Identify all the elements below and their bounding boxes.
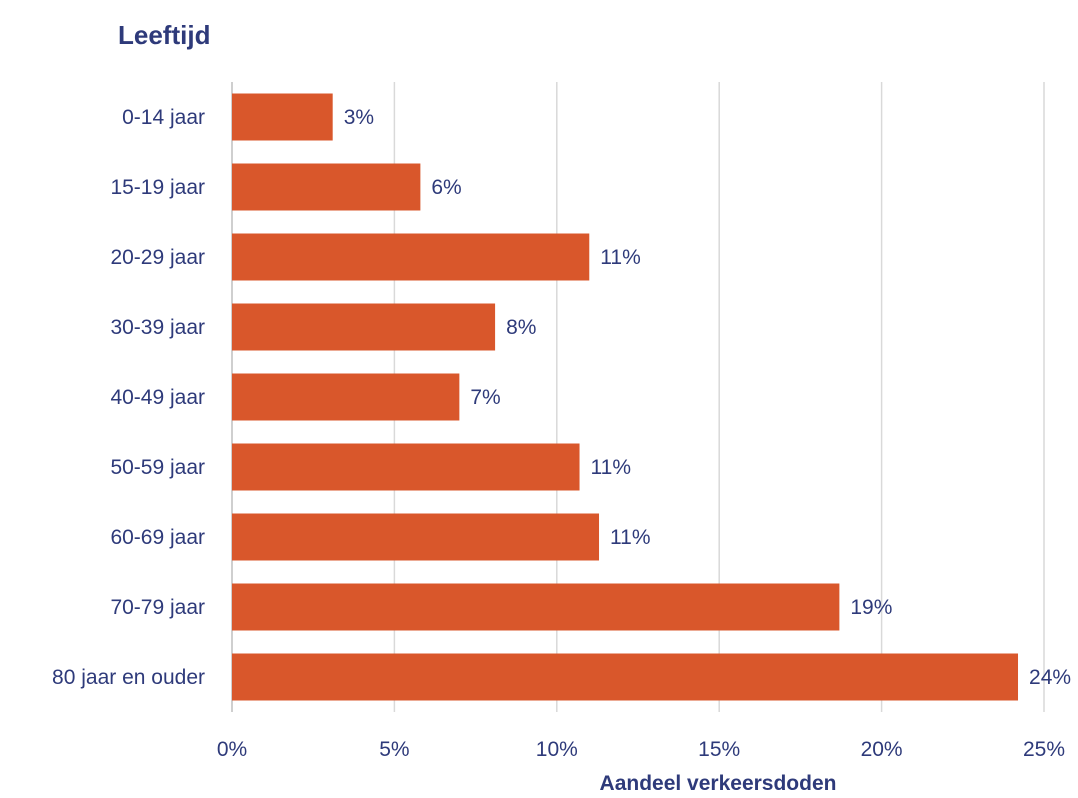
data-label: 24% [1029,666,1071,689]
bars [232,93,1019,701]
bar [232,513,600,561]
x-tick-labels: 0% 5% 10% 15% 20% 25% [217,738,1065,761]
bar [232,583,840,631]
x-tick-label: 15% [698,738,740,761]
data-label: 11% [600,246,640,269]
bar [232,653,1019,701]
x-tick-label: 5% [379,738,409,761]
data-label: 8% [506,316,536,339]
category-labels: 0-14 jaar 15-19 jaar 20-29 jaar 30-39 jaar 4… [52,106,205,689]
category-label: 40-49 jaar [110,386,205,409]
data-label: 11% [591,456,631,479]
x-tick-label: 25% [1023,738,1065,761]
x-tick-label: 10% [536,738,578,761]
data-label: 19% [850,596,892,619]
x-axis-label: Aandeel verkeersdoden [600,772,837,795]
category-label: 80 jaar en ouder [52,666,205,689]
category-label: 15-19 jaar [110,176,205,199]
x-tick-label: 0% [217,738,247,761]
data-label: 6% [431,176,461,199]
category-label: 30-39 jaar [110,316,205,339]
bar [232,443,580,491]
data-label: 7% [470,386,500,409]
x-tick-label: 20% [861,738,903,761]
category-label: 0-14 jaar [122,106,205,129]
category-label: 70-79 jaar [110,596,205,619]
category-label: 50-59 jaar [110,456,205,479]
bar [232,163,421,211]
bar [232,303,496,351]
data-labels: 3% 6% 11% 8% 7% 11% 11% 19% 24% [344,106,1071,689]
category-label: 60-69 jaar [110,526,205,549]
chart-title: Leeftijd [118,20,210,50]
data-label: 3% [344,106,374,129]
bar [232,233,590,281]
bar [232,373,460,421]
category-label: 20-29 jaar [110,246,205,269]
data-label: 11% [610,526,650,549]
bar [232,93,333,141]
